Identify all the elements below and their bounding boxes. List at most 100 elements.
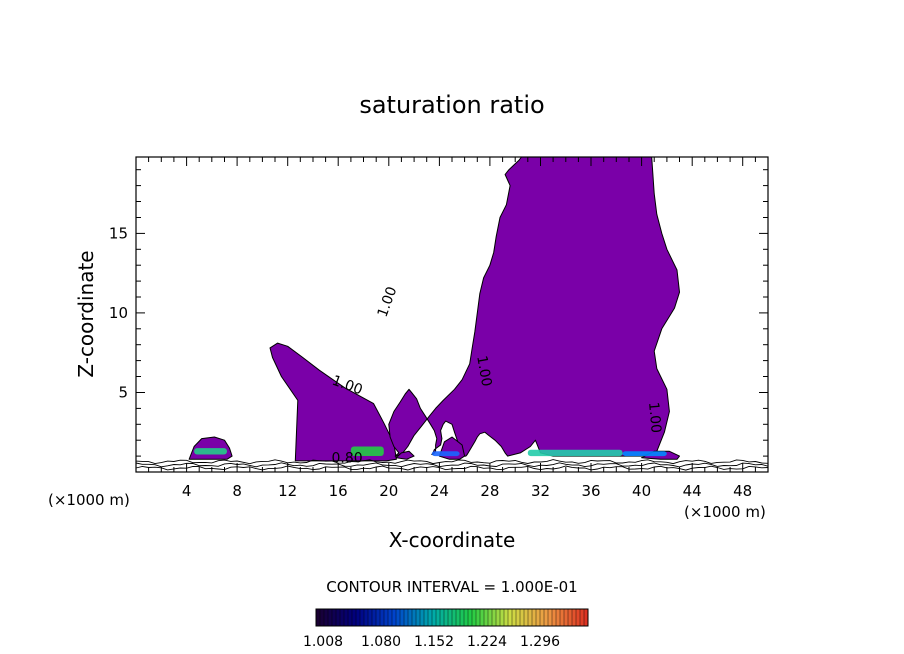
x-tick-label: 12 — [278, 482, 297, 500]
colorbar-frame — [315, 608, 589, 627]
ground-contour-line — [135, 459, 769, 465]
high-value-band-layer — [194, 446, 667, 457]
colorbar-cell — [340, 609, 345, 626]
x-tick-label: 16 — [329, 482, 348, 500]
colorbar-cell — [352, 609, 357, 626]
x-tick-label: 8 — [232, 482, 242, 500]
y-tick-label: 15 — [109, 224, 128, 242]
colorbar-cell — [572, 609, 577, 626]
colorbar-cell — [396, 609, 401, 626]
x-unit-left: (×1000 m) — [48, 491, 130, 509]
color-band-3 — [527, 449, 623, 457]
colorbar-cell — [488, 609, 493, 626]
contour-fill-layer — [188, 156, 680, 462]
colorbar-cell — [384, 609, 389, 626]
x-tick-label: 36 — [581, 482, 600, 500]
saturated-region-small-blob — [395, 450, 415, 460]
colorbar-cell — [444, 609, 449, 626]
colorbar-cell — [420, 609, 425, 626]
colorbar-cell — [500, 609, 505, 626]
colorbar-cell — [532, 609, 537, 626]
colorbar-cell — [472, 609, 477, 626]
colorbar-cell — [328, 609, 333, 626]
colorbar-cell — [412, 609, 417, 626]
colorbar-cell — [356, 609, 361, 626]
colorbar-cell — [580, 609, 585, 626]
colorbar-cell — [392, 609, 397, 626]
colorbar-cell — [556, 609, 561, 626]
colorbar-tick-label: 1.296 — [520, 634, 560, 650]
colorbar-cell — [316, 609, 321, 626]
colorbar-tick-labels: 1.008 1.080 1.152 1.224 1.296 — [303, 634, 560, 650]
colorbar-cell — [564, 609, 569, 626]
colorbar-cell — [424, 609, 429, 626]
colorbar-cell — [360, 609, 365, 626]
x-axis-ticks: 4 8 12 16 20 24 28 32 36 40 44 48 — [148, 157, 756, 500]
y-axis-label: Z-coordinate — [74, 250, 98, 377]
colorbar-cell — [348, 609, 353, 626]
colorbar-cell — [388, 609, 393, 626]
color-band-0 — [194, 448, 227, 455]
contour-label: 1.00 — [375, 285, 401, 320]
plot-area: 1.001.00 1.001.000.80 4 8 12 16 20 24 28 32 36 40 4… — [109, 156, 769, 500]
x-unit-right: (×1000 m) — [684, 503, 766, 521]
y-tick-label: 10 — [109, 304, 128, 322]
colorbar-cell — [468, 609, 473, 626]
contour-label: 1.00 — [473, 354, 494, 387]
colorbar-cell — [332, 609, 337, 626]
colorbar-cell — [452, 609, 457, 626]
colorbar-cell — [528, 609, 533, 626]
colorbar-cell — [552, 609, 557, 626]
contour-label: 0.80 — [332, 451, 363, 467]
colorbar-cell — [508, 609, 513, 626]
colorbar-cell — [548, 609, 553, 626]
colorbar-tick-label: 1.080 — [361, 634, 401, 650]
y-tick-label: 5 — [118, 384, 128, 402]
colorbar-cell — [560, 609, 565, 626]
color-band-1 — [350, 446, 384, 456]
colorbar-cell — [436, 609, 441, 626]
x-tick-label: 40 — [632, 482, 651, 500]
chart-title: saturation ratio — [359, 91, 544, 119]
colorbar-cell — [460, 609, 465, 626]
colorbar-cell — [520, 609, 525, 626]
colorbar — [315, 608, 589, 627]
colorbar-cell — [400, 609, 405, 626]
colorbar-cell — [584, 609, 589, 626]
color-band-2 — [431, 451, 460, 457]
x-tick-label: 28 — [480, 482, 499, 500]
colorbar-cell — [440, 609, 445, 626]
colorbar-tick-label: 1.224 — [467, 634, 507, 650]
colorbar-cell — [428, 609, 433, 626]
x-axis-label: X-coordinate — [389, 528, 516, 552]
colorbar-cell — [544, 609, 549, 626]
colorbar-cell — [492, 609, 497, 626]
saturated-region-middle-cloud — [269, 342, 397, 462]
colorbar-cell — [408, 609, 413, 626]
colorbar-cell — [480, 609, 485, 626]
colorbar-cell — [380, 609, 385, 626]
colorbar-cell — [320, 609, 325, 626]
colorbar-cell — [476, 609, 481, 626]
x-tick-label: 32 — [531, 482, 550, 500]
colorbar-cell — [372, 609, 377, 626]
colorbar-cell — [364, 609, 369, 626]
contour-interval-label: CONTOUR INTERVAL = 1.000E-01 — [326, 578, 577, 596]
colorbar-cell — [540, 609, 545, 626]
colorbar-cell — [504, 609, 509, 626]
x-tick-label: 24 — [430, 482, 449, 500]
colorbar-cell — [456, 609, 461, 626]
colorbar-cell — [464, 609, 469, 626]
contour-label: 1.00 — [645, 401, 664, 433]
colorbar-cell — [368, 609, 373, 626]
colorbar-cell — [336, 609, 341, 626]
colorbar-cell — [432, 609, 437, 626]
colorbar-cell — [576, 609, 581, 626]
colorbar-cell — [516, 609, 521, 626]
y-axis-ticks: 5 10 15 — [109, 169, 768, 457]
x-tick-label: 4 — [182, 482, 192, 500]
colorbar-cell — [484, 609, 489, 626]
x-tick-label: 48 — [733, 482, 752, 500]
saturated-region-main-cloud — [388, 156, 680, 457]
